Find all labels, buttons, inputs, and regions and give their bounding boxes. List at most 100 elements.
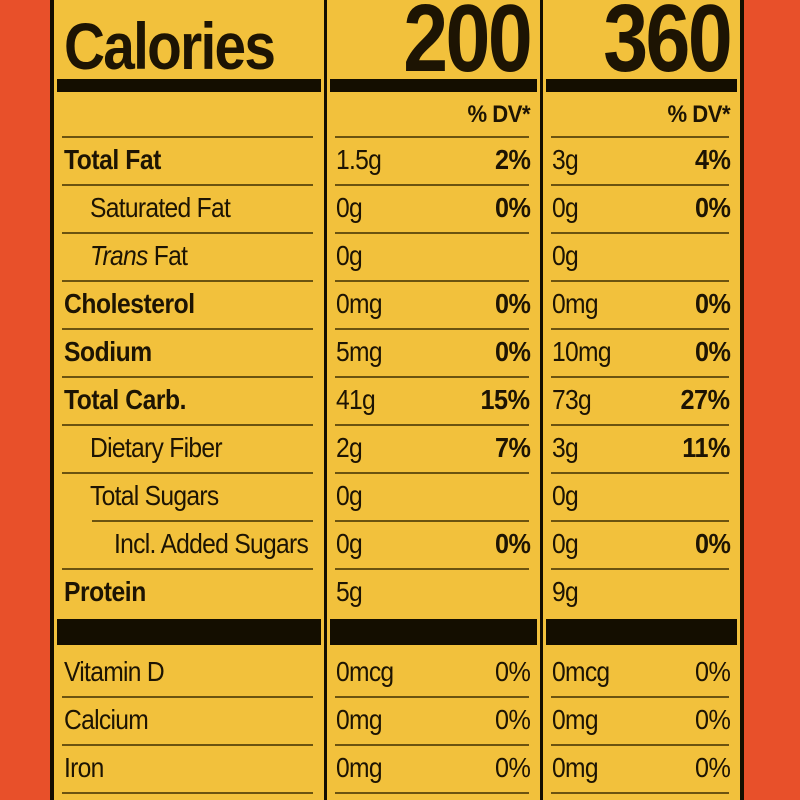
calories-separator-bar <box>324 78 540 93</box>
amount-value: 0g <box>336 240 363 271</box>
black-bar <box>330 619 537 645</box>
daily-value-percent: 0% <box>694 288 730 319</box>
daily-value-percent: 0% <box>694 704 730 735</box>
dv-header-serving1: % DV* <box>324 93 540 136</box>
calories-heading: Calories <box>54 0 324 78</box>
trans-fat-serving1-values: 0g <box>324 232 540 280</box>
nutrient-name: Vitamin D <box>64 656 165 687</box>
amount-value: 73g <box>552 384 592 415</box>
daily-value-percent: 0% <box>694 528 730 559</box>
total-sugars-row-label: Total Sugars <box>54 472 324 520</box>
protein-serving2-values: 9g <box>540 568 740 616</box>
amount-value: 3g <box>552 432 579 463</box>
label-part: Incl. Added Sugars <box>114 528 309 559</box>
nutrition-table: Calories 200 360 % DV* % DV* Total Fat 1.5g 2% 3… <box>54 0 740 800</box>
daily-value-percent: 0% <box>494 656 530 687</box>
nutrient-name: Total Sugars <box>90 480 219 512</box>
amount-value: 0mg <box>336 704 383 735</box>
amount-value: 0mg <box>336 752 383 783</box>
added-sugars-row-label: Incl. Added Sugars <box>54 520 324 568</box>
amount-value: 9g <box>552 576 579 607</box>
vitamin-d-serving2-values: 0mcg 0% <box>540 648 740 696</box>
total-fat-row-label: Total Fat <box>54 136 324 184</box>
label-part: Fat <box>147 240 188 271</box>
nutrient-name: Total Fat <box>64 144 161 176</box>
section-separator-bar <box>324 616 540 648</box>
calories-separator-bar <box>54 78 324 93</box>
label-part: Saturated Fat <box>90 192 231 223</box>
calories-label: Calories <box>64 8 276 78</box>
amount-value: 3g <box>552 144 579 175</box>
label-part: Total Sugars <box>90 480 219 511</box>
amount-value: 0g <box>336 528 363 559</box>
daily-value-percent: 0% <box>694 336 730 367</box>
saturated-fat-row-label: Saturated Fat <box>54 184 324 232</box>
amount-value: 0mg <box>552 704 599 735</box>
calories-separator-bar <box>540 78 740 93</box>
total-sugars-serving1-values: 0g <box>324 472 540 520</box>
daily-value-percent: 0% <box>694 656 730 687</box>
amount-value: 0mg <box>552 288 599 319</box>
daily-value-percent: 0% <box>694 192 730 223</box>
label-part: Sodium <box>64 336 152 367</box>
protein-serving1-values: 5g <box>324 568 540 616</box>
iron-serving2-values: 0mg 0% <box>540 744 740 792</box>
label-part: Protein <box>64 576 146 607</box>
dietary-fiber-serving1-values: 2g 7% <box>324 424 540 472</box>
nutrition-label: Calories 200 360 % DV* % DV* Total Fat 1.5g 2% 3… <box>50 0 744 800</box>
black-bar <box>57 79 321 92</box>
protein-row-label: Protein <box>54 568 324 616</box>
nutrient-name: Dietary Fiber <box>90 432 223 464</box>
black-bar <box>57 619 321 645</box>
amount-value: 0g <box>336 480 363 511</box>
black-bar <box>546 79 737 92</box>
amount-value: 5g <box>336 576 363 607</box>
saturated-fat-serving1-values: 0g 0% <box>324 184 540 232</box>
calcium-serving2-values: 0mg 0% <box>540 696 740 744</box>
label-part: Dietary Fiber <box>90 432 223 463</box>
daily-value-percent: 15% <box>480 384 531 415</box>
daily-value-percent: 0% <box>494 752 530 783</box>
iron-serving1-values: 0mg 0% <box>324 744 540 792</box>
cholesterol-serving2-values: 0mg 0% <box>540 280 740 328</box>
daily-value-percent: 11% <box>682 432 730 463</box>
amount-value: 10mg <box>552 336 612 367</box>
daily-value-percent: 27% <box>680 384 731 415</box>
sodium-row-label: Sodium <box>54 328 324 376</box>
label-part: Total Carb. <box>64 384 187 415</box>
daily-value-percent: 0% <box>494 704 530 735</box>
amount-value: 1.5g <box>336 144 382 175</box>
nutrient-name: Calcium <box>64 704 149 735</box>
dv-header-serving2: % DV* <box>540 93 740 136</box>
dv-header-label: % DV* <box>667 100 730 128</box>
label-part: Cholesterol <box>64 288 195 319</box>
iron-row-label: Iron <box>54 744 324 792</box>
nutrient-name: Iron <box>64 752 104 783</box>
amount-value: 0g <box>552 192 579 223</box>
amount-value: 0g <box>336 192 363 223</box>
cropped-bottom-row <box>54 792 324 800</box>
serving1-calories: 200 <box>403 0 533 78</box>
calcium-row-label: Calcium <box>54 696 324 744</box>
nutrient-name: Trans Fat <box>90 240 188 272</box>
nutrient-name: Total Carb. <box>64 384 186 416</box>
amount-value: 5mg <box>336 336 383 367</box>
cholesterol-serving1-values: 0mg 0% <box>324 280 540 328</box>
calcium-serving1-values: 0mg 0% <box>324 696 540 744</box>
italic-label-part: Trans <box>90 240 148 271</box>
daily-value-percent: 0% <box>494 288 530 319</box>
nutrient-name: Saturated Fat <box>90 192 231 224</box>
nutrient-name: Incl. Added Sugars <box>114 528 309 560</box>
dietary-fiber-row-label: Dietary Fiber <box>54 424 324 472</box>
total-carb-row-label: Total Carb. <box>54 376 324 424</box>
amount-value: 0g <box>552 528 579 559</box>
amount-value: 0g <box>552 480 579 511</box>
total-fat-serving1-values: 1.5g 2% <box>324 136 540 184</box>
black-bar <box>546 619 737 645</box>
total-carb-serving1-values: 41g 15% <box>324 376 540 424</box>
total-carb-serving2-values: 73g 27% <box>540 376 740 424</box>
amount-value: 0mcg <box>552 656 610 687</box>
saturated-fat-serving2-values: 0g 0% <box>540 184 740 232</box>
amount-value: 0g <box>552 240 579 271</box>
